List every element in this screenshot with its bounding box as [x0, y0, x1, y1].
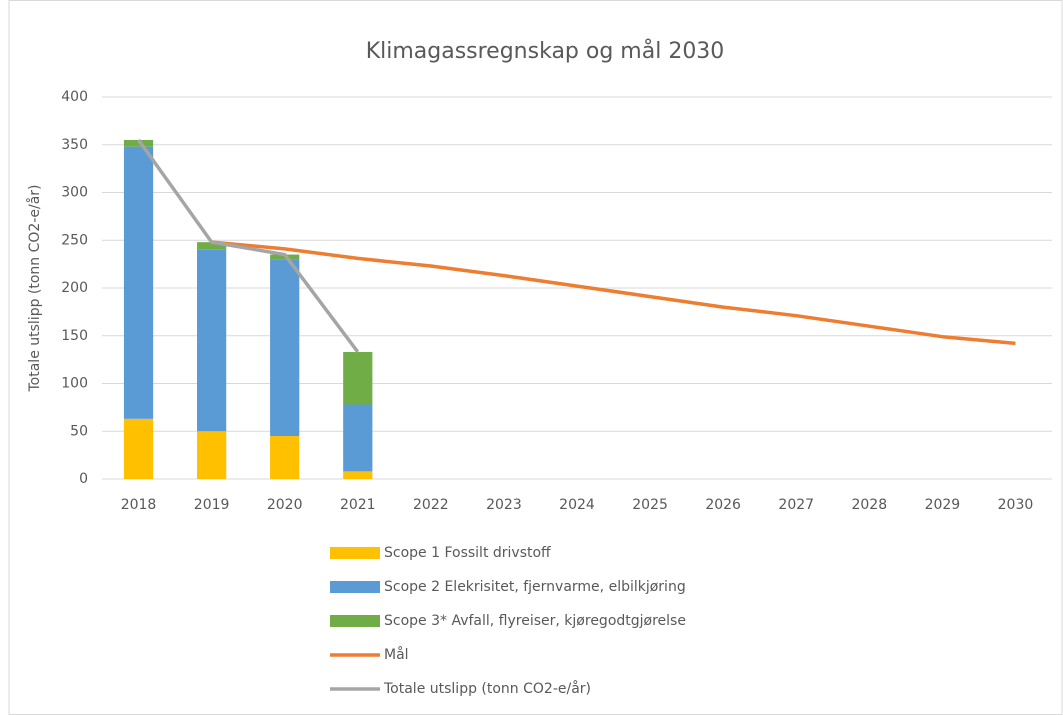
x-tick-label: 2023	[486, 497, 522, 513]
bar-segment	[343, 404, 373, 472]
bar-segment	[270, 436, 300, 479]
y-tick-label: 250	[61, 232, 88, 248]
bar-segment	[197, 249, 227, 432]
y-tick-label: 350	[61, 137, 88, 153]
y-tick-label: 300	[61, 185, 88, 201]
legend-swatch	[330, 615, 380, 627]
x-tick-label: 2027	[778, 497, 814, 513]
x-tick-label: 2021	[340, 497, 376, 513]
y-tick-label: 50	[70, 423, 88, 439]
x-tick-label: 2026	[705, 497, 741, 513]
legend-label: Totale utslipp (tonn CO2-e/år)	[383, 680, 591, 697]
legend-label: Scope 1 Fossilt drivstoff	[384, 545, 551, 561]
bar-segment	[270, 259, 300, 437]
x-tick-label: 2020	[267, 497, 303, 513]
bar-segment	[123, 418, 154, 479]
bar-segment	[197, 242, 227, 250]
bar-segment	[123, 146, 154, 419]
legend-label: Scope 2 Elekrisitet, fjernvarme, elbilkj…	[384, 579, 686, 595]
chart-border	[8, 0, 1063, 715]
legend-label: Scope 3* Avfall, flyreiser, kjøregodtgjø…	[384, 613, 686, 629]
legend-swatch	[330, 581, 380, 593]
bar-segment	[343, 471, 373, 479]
bar-segment	[197, 431, 227, 479]
line	[137, 138, 360, 354]
x-tick-label: 2030	[998, 497, 1034, 513]
bar-segment	[123, 139, 154, 147]
y-tick-label: 200	[61, 280, 88, 296]
x-tick-label: 2024	[559, 497, 595, 513]
x-tick-label: 2028	[851, 497, 887, 513]
x-tick-label: 2025	[632, 497, 668, 513]
y-tick-label: 0	[79, 471, 88, 487]
y-tick-label: 150	[61, 328, 88, 344]
bar-segment	[343, 351, 373, 405]
x-tick-label: 2018	[121, 497, 157, 513]
chart-title: Klimagassregnskap og mål 2030	[366, 38, 725, 64]
y-tick-label: 100	[61, 376, 88, 392]
legend-swatch	[330, 547, 380, 559]
y-axis-label: Totale utslipp (tonn CO2-e/år)	[26, 184, 43, 392]
y-tick-label: 400	[61, 89, 88, 105]
x-tick-label: 2029	[925, 497, 961, 513]
legend-label: Mål	[384, 646, 409, 663]
x-tick-label: 2019	[194, 497, 230, 513]
line	[211, 240, 1016, 346]
x-tick-label: 2022	[413, 497, 449, 513]
